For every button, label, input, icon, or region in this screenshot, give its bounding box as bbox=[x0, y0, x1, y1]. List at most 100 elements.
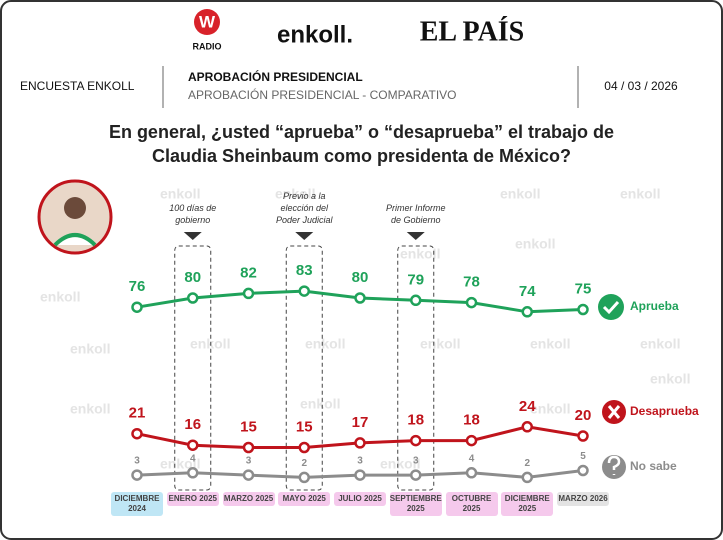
x-tick-label: DICIEMBRE 2025 bbox=[501, 492, 554, 516]
watermark: enkoll bbox=[500, 186, 540, 202]
data-label: 3 bbox=[246, 456, 252, 467]
watermark: enkoll bbox=[400, 246, 440, 262]
legend-icon bbox=[598, 294, 624, 320]
x-tick-label: OCTUBRE 2025 bbox=[445, 492, 498, 516]
point bbox=[410, 434, 422, 447]
data-label: 78 bbox=[463, 274, 480, 291]
header-subtitle: APROBACIÓN PRESIDENCIAL - COMPARATIVO bbox=[188, 87, 457, 102]
annotation: Previo a la elección del Poder Judicial bbox=[275, 191, 333, 225]
chart-title: Claudia Sheinbaum como presidenta de Méx… bbox=[151, 146, 572, 166]
point bbox=[298, 441, 310, 454]
point bbox=[521, 471, 533, 484]
watermark: enkoll bbox=[530, 336, 570, 352]
point bbox=[521, 421, 533, 433]
annotation: Primer Informe de Gobierno bbox=[385, 203, 446, 225]
header-title: APROBACIÓN PRESIDENCIAL bbox=[188, 69, 363, 84]
data-label: 82 bbox=[240, 264, 257, 281]
data-label: 18 bbox=[463, 412, 480, 429]
data-label: 83 bbox=[296, 262, 313, 279]
legend-icon-x bbox=[607, 405, 621, 419]
data-label: 3 bbox=[357, 456, 363, 467]
point bbox=[577, 303, 589, 316]
point bbox=[187, 292, 199, 304]
data-label: 2 bbox=[301, 458, 307, 469]
point bbox=[354, 469, 366, 481]
point bbox=[131, 427, 143, 440]
point bbox=[410, 294, 422, 307]
point bbox=[187, 467, 199, 479]
point bbox=[410, 469, 422, 481]
annotation: 100 días de gobierno bbox=[169, 203, 217, 225]
data-label: 76 bbox=[129, 278, 146, 295]
logo-w: W bbox=[199, 12, 216, 31]
point bbox=[242, 441, 255, 454]
legend-label: Aprueba bbox=[630, 299, 679, 313]
watermark: enkoll bbox=[70, 341, 110, 357]
point bbox=[242, 287, 255, 300]
watermark: enkoll bbox=[530, 401, 570, 417]
watermark: enkoll bbox=[650, 371, 690, 387]
point bbox=[354, 292, 366, 304]
legend-label: Desaprueba bbox=[630, 404, 699, 418]
x-tick-label: MAYO 2025 bbox=[278, 492, 331, 506]
watermark: enkoll bbox=[380, 456, 420, 472]
data-label: 4 bbox=[469, 453, 475, 464]
watermark: enkoll bbox=[620, 186, 660, 202]
point bbox=[131, 469, 143, 481]
logo-pais: EL PAÍS bbox=[420, 16, 525, 47]
logo-radio: RADIO bbox=[193, 41, 222, 51]
watermark: enkoll bbox=[160, 186, 200, 202]
data-label: 20 bbox=[575, 407, 592, 424]
data-label: 5 bbox=[580, 451, 586, 462]
point bbox=[465, 434, 478, 447]
x-tick-label: MARZO 2026 bbox=[557, 492, 609, 506]
point bbox=[465, 467, 478, 479]
watermark: enkoll bbox=[70, 401, 110, 417]
data-label: 16 bbox=[184, 416, 201, 433]
point bbox=[577, 464, 589, 477]
point bbox=[187, 439, 199, 451]
point bbox=[298, 285, 310, 297]
legend-icon-check bbox=[602, 300, 620, 315]
header-left: ENCUESTA ENKOLL bbox=[20, 79, 135, 93]
legend-icon-q bbox=[607, 455, 621, 475]
chart-title: En general, ¿usted “aprueba” o “desaprue… bbox=[108, 122, 615, 142]
data-label: 75 bbox=[575, 280, 592, 297]
data-label: 4 bbox=[190, 453, 196, 464]
logo-w-circle bbox=[194, 9, 220, 35]
watermark: enkoll bbox=[40, 289, 80, 305]
point bbox=[577, 430, 589, 442]
data-label: 15 bbox=[296, 418, 313, 435]
point bbox=[298, 471, 310, 484]
data-label: 21 bbox=[129, 405, 146, 422]
watermark: enkoll bbox=[640, 336, 680, 352]
avatar-sash bbox=[53, 233, 97, 247]
data-label: 15 bbox=[240, 418, 257, 435]
watermark: enkoll bbox=[515, 236, 555, 252]
point bbox=[465, 296, 478, 309]
x-tick-label: SEPTIEMBRE 2025 bbox=[389, 492, 442, 516]
watermark: enkoll bbox=[275, 186, 315, 202]
point bbox=[354, 437, 366, 449]
data-label: 2 bbox=[524, 458, 530, 469]
data-label: 3 bbox=[413, 456, 419, 467]
x-tick-label: DICIEMBRE 2024 bbox=[111, 492, 163, 516]
x-tick-label: MARZO 2025 bbox=[222, 492, 275, 506]
data-label: 79 bbox=[407, 271, 424, 288]
annotation-marker bbox=[183, 232, 202, 240]
annotation-marker bbox=[406, 232, 425, 240]
x-tick-label: JULIO 2025 bbox=[334, 492, 386, 506]
point bbox=[131, 301, 143, 313]
annotation-box bbox=[174, 245, 212, 491]
annotation-box bbox=[285, 245, 323, 491]
avatar-head bbox=[64, 197, 86, 219]
point bbox=[521, 306, 533, 318]
legend-label: No sabe bbox=[630, 459, 677, 473]
watermark: enkoll bbox=[420, 336, 460, 352]
x-tick-label: ENERO 2025 bbox=[166, 492, 219, 506]
watermark: enkoll bbox=[305, 336, 345, 352]
data-label: 18 bbox=[407, 412, 424, 429]
watermark: enkoll bbox=[190, 336, 230, 352]
